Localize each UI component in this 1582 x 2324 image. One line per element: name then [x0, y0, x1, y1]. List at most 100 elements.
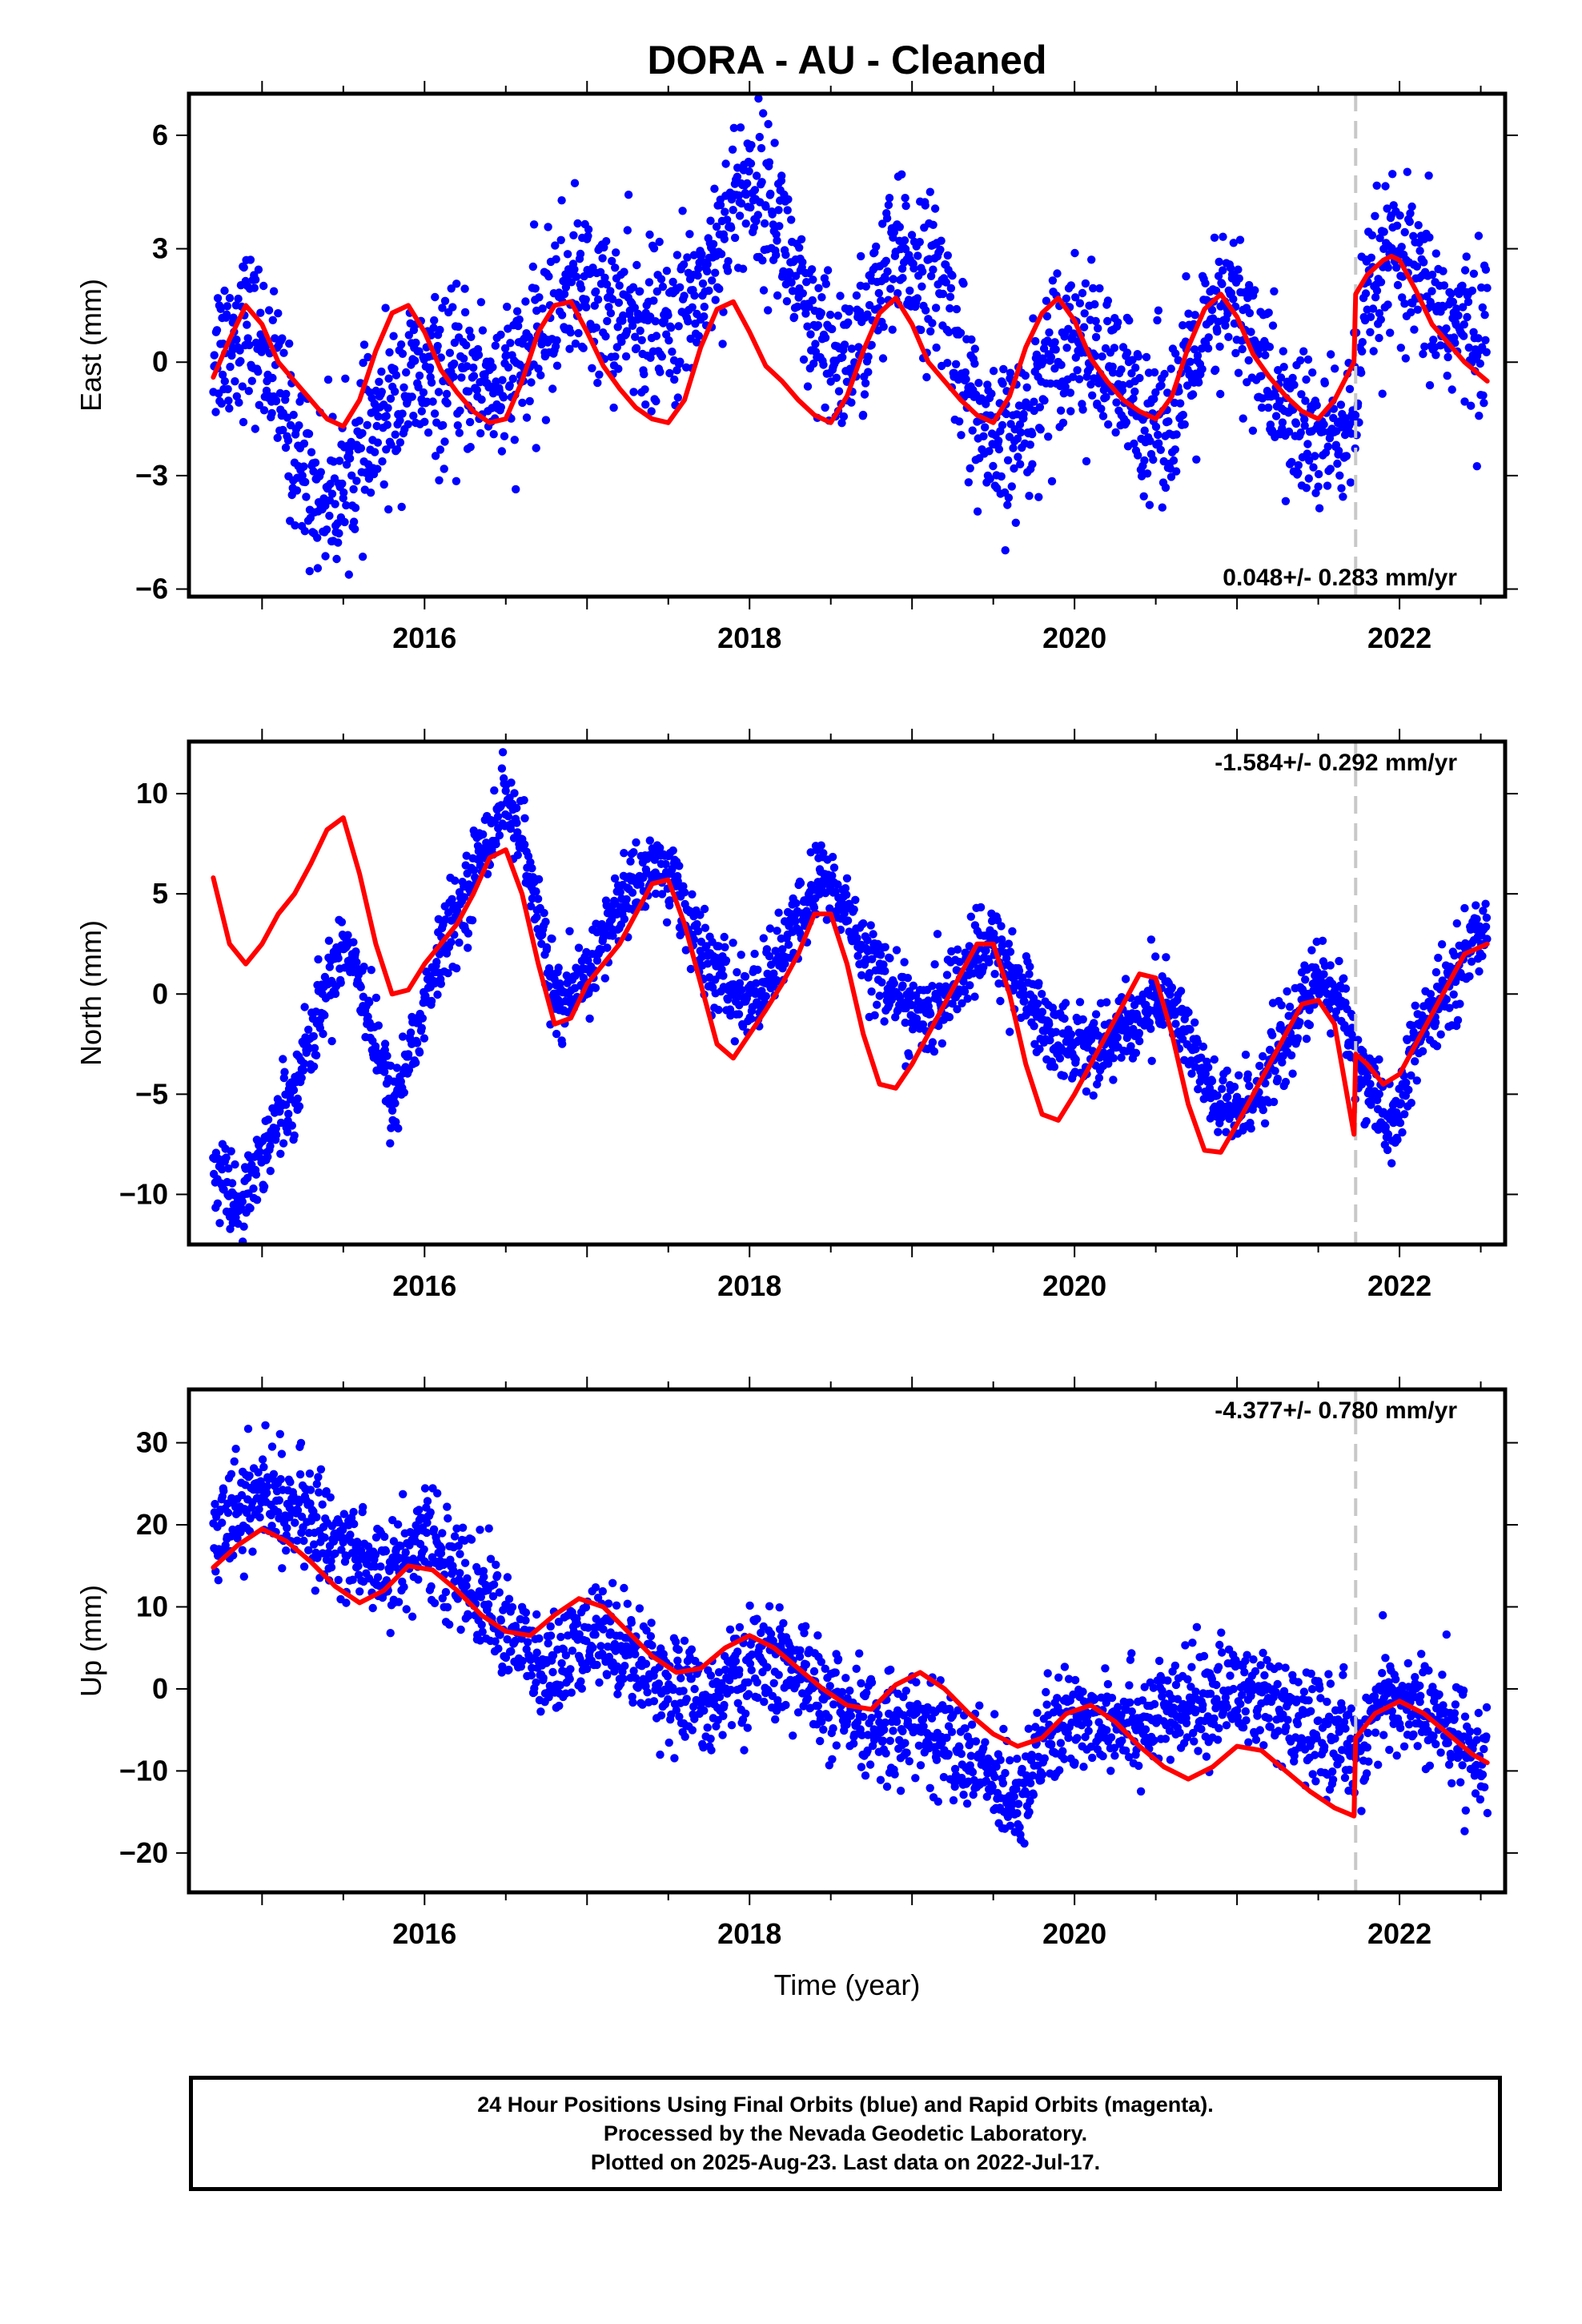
data-point: [729, 206, 737, 215]
data-point: [334, 1575, 343, 1585]
data-point: [1223, 1066, 1231, 1076]
data-point: [408, 392, 416, 401]
data-point: [412, 1058, 420, 1068]
data-point: [781, 251, 790, 259]
data-point: [737, 199, 746, 208]
y-tick-label: −10: [119, 1177, 168, 1210]
data-point: [493, 812, 503, 821]
data-point: [1418, 1047, 1427, 1055]
data-point: [1481, 265, 1491, 274]
data-point: [696, 911, 705, 919]
data-point: [1074, 375, 1084, 384]
data-point: [460, 893, 469, 902]
data-point: [307, 448, 316, 456]
data-point: [211, 408, 220, 416]
data-point: [371, 1550, 380, 1559]
data-point: [769, 982, 778, 991]
data-point: [1436, 1030, 1445, 1039]
data-point: [960, 987, 970, 996]
data-point: [994, 436, 1003, 445]
data-point: [1172, 467, 1181, 476]
data-point: [1376, 278, 1386, 287]
data-point: [737, 986, 746, 995]
data-point: [1412, 262, 1422, 271]
data-point: [685, 230, 694, 239]
data-point: [1478, 951, 1487, 961]
data-point: [1293, 1034, 1303, 1043]
data-point: [881, 967, 889, 975]
data-point: [574, 943, 584, 952]
data-point: [711, 296, 720, 304]
data-point: [226, 362, 235, 372]
data-point: [438, 1529, 447, 1538]
data-point: [342, 1598, 351, 1607]
data-point: [1146, 935, 1156, 944]
data-point: [1265, 343, 1275, 352]
data-point: [354, 1562, 363, 1570]
data-point: [901, 194, 909, 203]
data-point: [1036, 425, 1045, 434]
data-point: [1095, 283, 1104, 293]
data-point: [757, 178, 766, 187]
data-point: [1142, 469, 1152, 478]
data-point: [750, 949, 759, 959]
data-point: [455, 938, 464, 947]
data-point: [460, 354, 468, 363]
data-point: [246, 1204, 255, 1213]
data-point: [1481, 923, 1491, 931]
data-point: [349, 517, 359, 526]
y-tick-label: 0: [152, 977, 168, 1010]
data-point: [244, 387, 253, 396]
data-point: [1460, 397, 1469, 406]
data-point: [701, 923, 710, 932]
data-point: [608, 295, 617, 304]
data-point: [745, 167, 753, 176]
data-point: [394, 1124, 403, 1133]
data-point: [861, 282, 871, 291]
data-point: [425, 363, 435, 372]
data-point: [1342, 452, 1351, 460]
data-point: [1283, 987, 1291, 996]
data-point: [905, 286, 914, 296]
data-point: [631, 332, 640, 341]
data-point: [1458, 281, 1467, 290]
data-point: [881, 943, 889, 951]
data-point: [222, 1153, 231, 1162]
data-point: [1427, 270, 1437, 279]
data-point: [1398, 293, 1407, 302]
data-point: [1413, 305, 1423, 314]
data-point: [1452, 919, 1462, 928]
data-point: [1211, 286, 1221, 296]
data-point: [353, 1540, 362, 1549]
data-point: [603, 316, 612, 326]
data-point: [429, 1525, 439, 1534]
data-point: [693, 271, 702, 280]
data-point: [838, 353, 847, 362]
data-point: [1481, 899, 1490, 908]
data-point: [676, 283, 685, 292]
data-point: [933, 930, 942, 939]
data-point: [384, 505, 393, 514]
data-point: [1055, 1054, 1065, 1063]
data-point: [703, 259, 712, 269]
data-point: [476, 428, 485, 438]
data-point: [565, 927, 574, 936]
data-point: [396, 438, 405, 447]
data-point: [868, 955, 877, 963]
data-point: [1439, 267, 1447, 275]
data-point: [464, 929, 473, 938]
data-point: [582, 303, 591, 312]
data-point: [467, 1535, 476, 1544]
data-point: [889, 275, 897, 283]
data-point: [867, 987, 876, 996]
data-point: [455, 428, 464, 437]
data-point: [443, 399, 452, 408]
data-point: [397, 502, 406, 512]
data-point: [312, 1479, 321, 1489]
data-point: [457, 373, 466, 382]
data-point: [1182, 271, 1191, 281]
y-tick-label: 5: [152, 877, 168, 910]
data-point: [451, 876, 460, 885]
data-point: [342, 460, 351, 469]
data-point: [367, 966, 375, 975]
